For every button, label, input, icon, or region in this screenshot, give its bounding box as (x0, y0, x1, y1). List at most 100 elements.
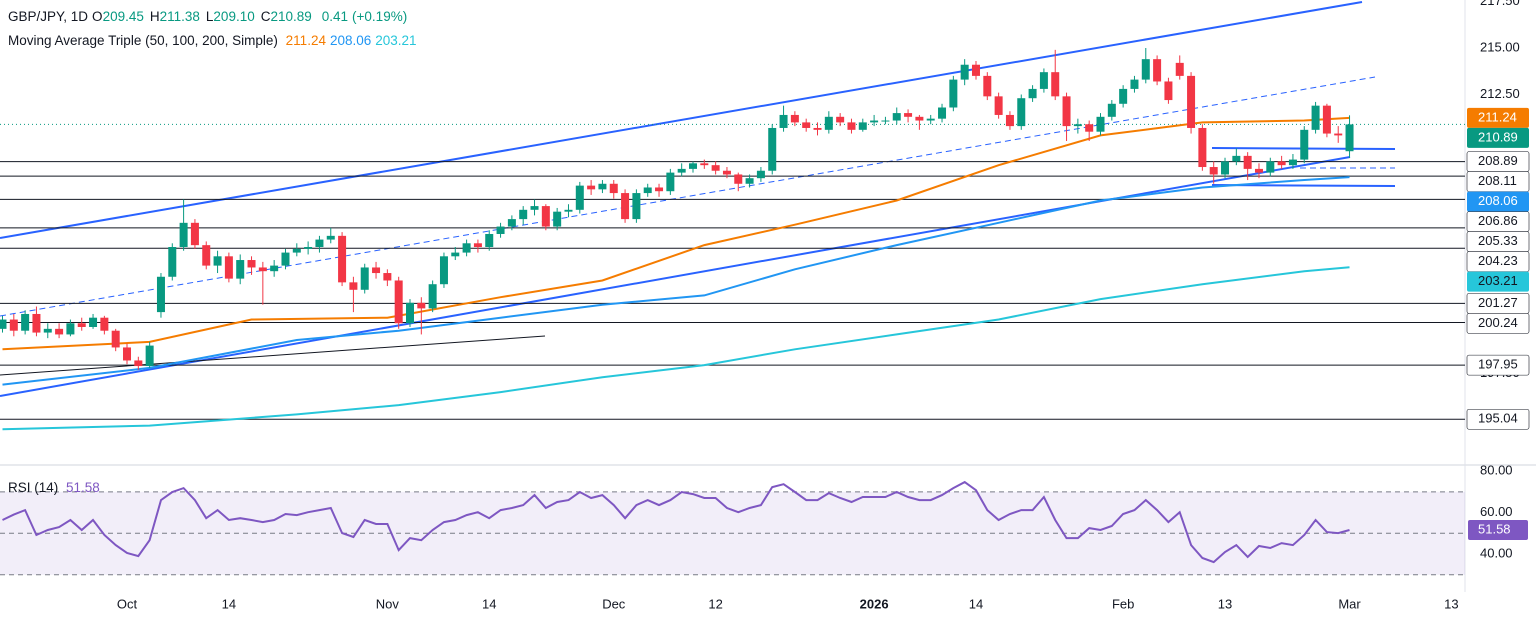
candle-body (1005, 114, 1014, 127)
x-tick-label: Dec (602, 596, 626, 611)
candle-body (89, 317, 98, 327)
candle-body (1254, 168, 1263, 173)
candle-body (949, 79, 958, 108)
candle-body (473, 243, 482, 248)
symbol: GBP/JPY, 1D (8, 9, 89, 24)
candle-body (768, 127, 777, 171)
moving-average (2, 176, 1350, 386)
candle-body (553, 211, 562, 227)
candle-body (734, 174, 743, 184)
ma-value: 203.21 (375, 33, 417, 48)
moving-average (2, 266, 1350, 431)
candle-body (439, 256, 448, 285)
symbol-legend: GBP/JPY, 1D O209.45 H211.38 L209.10 C210.89 0… (8, 9, 411, 24)
x-tick-label: 14 (222, 596, 236, 611)
rsi-legend: RSI (14) 51.58 (8, 480, 104, 495)
candle-body (168, 247, 177, 277)
candle-body (688, 163, 697, 169)
moving-average (2, 116, 1350, 351)
candle-body (655, 187, 664, 192)
ohlc-key: C (260, 9, 271, 24)
candle-body (881, 120, 890, 122)
candle-body (1288, 159, 1297, 166)
candle-body (870, 120, 879, 123)
x-tick-label: Oct (117, 596, 138, 611)
candle-body (428, 284, 437, 309)
candle-body (0, 319, 7, 329)
candle-body (745, 178, 754, 184)
support-line (0, 335, 546, 376)
price-label-box (1467, 271, 1529, 292)
rsi-tick-label: 40.00 (1480, 545, 1513, 560)
channel-upper (0, 1, 1363, 239)
change: 0.41 (321, 9, 349, 24)
ohlc: O209.45 H211.38 L209.10 C210.89 (92, 9, 318, 24)
candle-body (756, 170, 765, 179)
candle-body (9, 319, 18, 331)
candle-body (247, 260, 256, 268)
candle-body (575, 185, 584, 210)
candle-body (145, 345, 154, 367)
candle-body (1130, 79, 1139, 89)
candle-body (326, 235, 335, 240)
price-label: 197.95 (1478, 357, 1518, 372)
candle-body (802, 122, 811, 128)
candle-body (677, 168, 686, 173)
x-tick-label: 2026 (860, 596, 889, 611)
candle-body (1221, 161, 1230, 175)
candle-body (304, 247, 313, 249)
candle-body (813, 127, 822, 130)
candle-body (1051, 72, 1060, 97)
ma-legend: Moving Average Triple (50, 100, 200, Sim… (8, 33, 421, 48)
candle-body (349, 282, 358, 290)
candle-body (983, 75, 992, 97)
rsi-tick-label: 60.00 (1480, 504, 1513, 519)
candle-body (1164, 81, 1173, 101)
candle-body (643, 187, 652, 194)
candle-body (1300, 129, 1309, 160)
x-tick-label: 14 (482, 596, 496, 611)
candle-body (236, 260, 245, 279)
price-label: 208.89 (1478, 153, 1518, 168)
candle-body (258, 267, 267, 272)
candle-body (496, 226, 505, 234)
price-label: 208.11 (1478, 173, 1517, 188)
candle-body (722, 170, 731, 175)
x-tick-label: Mar (1338, 596, 1361, 611)
candle-body (790, 114, 799, 123)
x-tick-label: 12 (708, 596, 722, 611)
x-tick-label: Feb (1112, 596, 1134, 611)
candle-body (1119, 88, 1128, 104)
candle-body (960, 64, 969, 80)
candle-body (100, 317, 109, 331)
candle-body (55, 328, 64, 335)
candle-body (1085, 124, 1094, 132)
rsi-title: RSI (14) (8, 480, 59, 495)
candle-body (858, 122, 867, 130)
price-label-box (1467, 191, 1529, 212)
ohlc-value: 210.89 (270, 9, 312, 24)
candle-body (292, 248, 301, 253)
candle-body (451, 252, 460, 257)
candle-body (621, 193, 630, 220)
y-tick-label: 217.50 (1480, 0, 1520, 8)
candle-body (1334, 133, 1343, 136)
rsi-value-label: 51.58 (1478, 521, 1511, 536)
price-label-box (1466, 313, 1530, 334)
ohlc-key: L (205, 9, 214, 24)
candle-body (926, 118, 935, 121)
candle-body (1198, 127, 1207, 168)
candle-body (43, 328, 52, 333)
x-tick-label: 13 (1444, 596, 1458, 611)
price-label: 200.24 (1478, 315, 1518, 330)
candle-body (1141, 59, 1150, 80)
candle-body (1345, 124, 1354, 152)
candle-body (394, 280, 403, 324)
price-label: 208.06 (1478, 193, 1518, 208)
candle-body (66, 323, 75, 335)
candle-body (213, 256, 222, 266)
rsi-value-box (1468, 520, 1528, 541)
candle-body (360, 267, 369, 290)
candle-body (1266, 161, 1275, 173)
candle-body (666, 172, 675, 192)
